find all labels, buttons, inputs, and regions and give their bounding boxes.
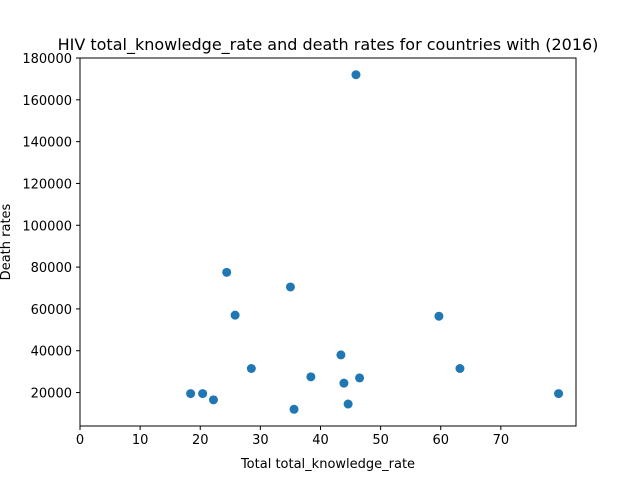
data-points: [186, 70, 564, 414]
x-axis-ticks: 0 10 20 30 40 50 60 70: [76, 426, 509, 448]
y-tick-label: 20000: [31, 387, 72, 402]
y-tick-label: 80000: [31, 261, 72, 276]
x-axis-label: Total total_knowledge_rate: [240, 457, 415, 472]
y-tick-label: 100000: [22, 219, 72, 234]
x-tick-label: 70: [493, 433, 510, 448]
y-tick-label: 120000: [22, 177, 72, 192]
x-tick-label: 20: [192, 433, 209, 448]
y-tick-label: 40000: [31, 345, 72, 360]
scatter-point: [306, 372, 316, 382]
x-tick-label: 50: [372, 433, 389, 448]
scatter-point: [336, 350, 346, 360]
x-tick-label: 30: [252, 433, 269, 448]
scatter-point: [355, 373, 365, 383]
scatter-point: [285, 282, 295, 292]
scatter-point: [222, 267, 232, 277]
scatter-point: [343, 399, 353, 409]
y-tick-label: 60000: [31, 303, 72, 318]
x-tick-label: 60: [432, 433, 449, 448]
chart-title: HIV total_knowledge_rate and death rates…: [58, 35, 599, 55]
scatter-point: [455, 364, 465, 373]
scatter-point: [289, 404, 299, 414]
y-axis-ticks: 20000 40000 60000 80000 100000 120000 140000 16…: [22, 52, 80, 402]
scatter-point: [246, 364, 256, 373]
y-tick-label: 180000: [22, 52, 72, 67]
scatter-point: [230, 310, 240, 320]
y-axis-label: Death rates: [0, 203, 14, 280]
scatter-point: [198, 389, 208, 399]
scatter-point: [434, 311, 444, 321]
x-tick-label: 40: [312, 433, 329, 448]
y-tick-label: 160000: [22, 94, 72, 109]
scatter-point: [186, 389, 196, 399]
x-tick-label: 0: [76, 433, 84, 448]
y-tick-label: 140000: [22, 136, 72, 151]
x-tick-label: 10: [132, 433, 149, 448]
scatter-point: [208, 395, 218, 405]
scatter-point: [554, 389, 564, 399]
plot-area-frame: [79, 57, 577, 427]
scatter-point: [351, 70, 361, 80]
scatter-point: [339, 378, 349, 388]
